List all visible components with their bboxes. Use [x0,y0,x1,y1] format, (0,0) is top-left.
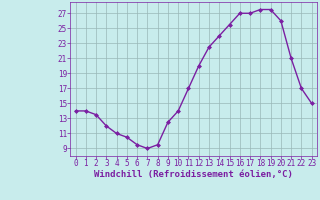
X-axis label: Windchill (Refroidissement éolien,°C): Windchill (Refroidissement éolien,°C) [94,170,293,179]
